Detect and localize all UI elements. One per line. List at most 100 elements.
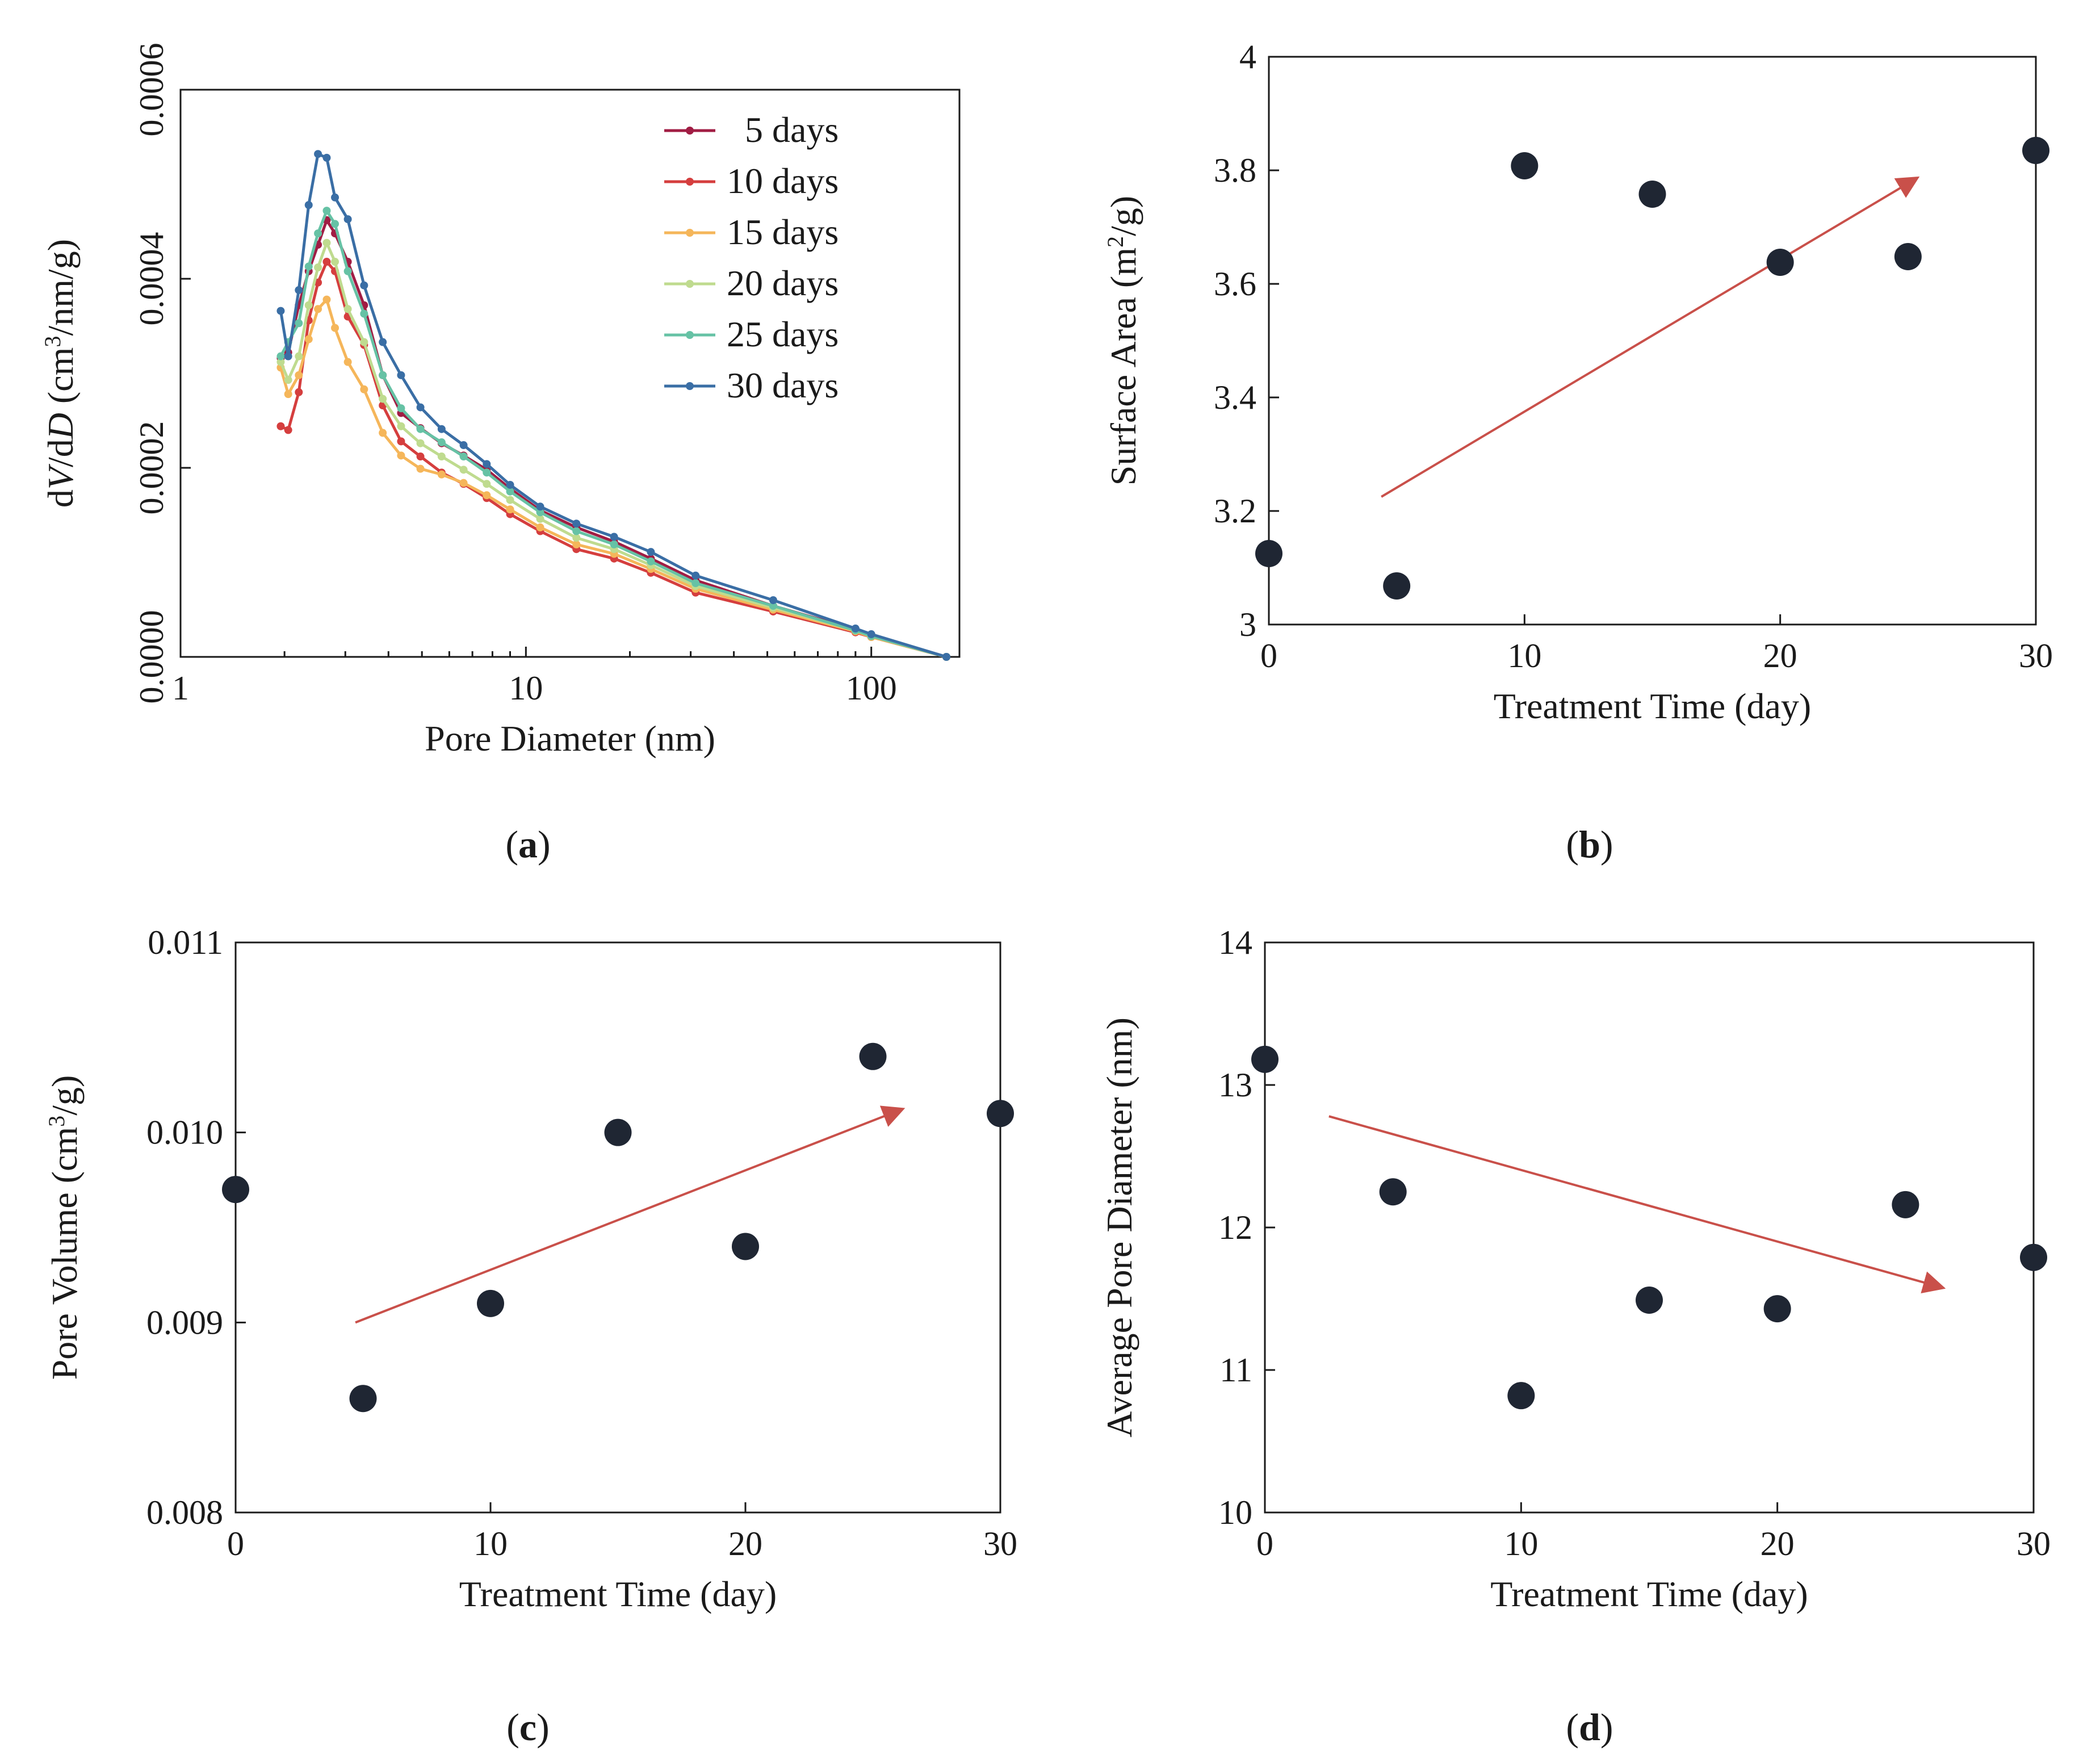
series-point	[284, 376, 292, 384]
y-tick-label: 3.6	[1214, 265, 1256, 303]
series-point	[284, 352, 292, 361]
panel-label: (b)	[1566, 823, 1613, 866]
series-point	[343, 267, 352, 275]
series-point	[506, 480, 514, 489]
y-axis-label: Average Pore Diameter (nm)	[1099, 1017, 1139, 1438]
series-point	[295, 388, 303, 396]
series-point	[572, 527, 581, 535]
x-tick-label: 100	[846, 669, 897, 707]
panel-label-paren: )	[536, 1706, 550, 1749]
series-point	[769, 602, 777, 610]
legend-swatch-marker	[686, 178, 694, 186]
series-point	[360, 309, 368, 318]
series-point	[397, 371, 405, 379]
series-point	[397, 422, 405, 430]
series-point	[284, 390, 292, 399]
data-point	[2022, 137, 2049, 164]
series-point	[536, 502, 544, 511]
panel-label-paren: )	[1600, 823, 1613, 866]
y-tick-label: 0.0006	[133, 43, 170, 137]
data-point	[349, 1385, 377, 1413]
x-tick-label: 10	[1507, 637, 1541, 674]
data-point	[1763, 1295, 1791, 1323]
panel-a-pore-size-distribution: 1 10 100 0.0000 0.0002 0.0004 0.0006 Pore Diame…	[40, 43, 961, 866]
x-axis-label: Treatment Time (day)	[459, 1574, 777, 1614]
y-tick-label: 3	[1239, 606, 1256, 643]
x-tick-label: 10	[509, 669, 543, 707]
panel-label-paren: (	[1566, 823, 1579, 866]
series-point	[647, 548, 655, 556]
series-point	[284, 426, 292, 434]
series-point	[322, 295, 331, 304]
y-axis-label-part: /g)	[44, 1075, 85, 1116]
series-point	[343, 215, 352, 224]
series-point	[416, 464, 425, 473]
legend-entry: 20 days	[727, 263, 839, 303]
x-tick-label: 0	[227, 1525, 244, 1562]
series-point	[437, 470, 446, 479]
trend-arrow	[1381, 176, 1920, 498]
legend-entry: 10 days	[727, 161, 839, 201]
legend-swatch-marker	[686, 331, 694, 339]
panel-label-letter: b	[1579, 823, 1600, 866]
series-point	[322, 207, 331, 215]
series-line-2	[280, 259, 947, 659]
series-line-1	[279, 217, 947, 659]
y-axis-label: dV/dD (cm3/nm/g)	[40, 239, 81, 508]
data-point	[1892, 1191, 1919, 1218]
series-point	[314, 229, 322, 238]
data-point	[1638, 181, 1666, 208]
series-point	[331, 258, 339, 266]
series-point	[304, 201, 313, 209]
series-point	[610, 533, 618, 541]
series-point	[397, 404, 405, 413]
y-axis-label-part: /g)	[1103, 196, 1143, 236]
legend-swatch-marker	[686, 229, 694, 237]
series-point	[437, 425, 446, 433]
series-point	[536, 523, 544, 531]
legend-entry: 5 days	[727, 110, 839, 150]
panel-label-paren: )	[538, 823, 551, 866]
data-point	[477, 1289, 504, 1317]
series-point	[276, 352, 285, 361]
series-point	[295, 352, 303, 361]
series-point	[304, 335, 313, 343]
series-point	[397, 451, 405, 460]
series-point	[314, 305, 322, 313]
y-tick-label: 0.010	[146, 1114, 223, 1151]
data-point	[222, 1176, 249, 1204]
series-point	[416, 403, 425, 412]
legend-swatch-marker	[686, 127, 694, 135]
y-tick-label: 4	[1239, 38, 1256, 76]
series-point	[459, 452, 468, 461]
data-point	[1766, 249, 1794, 276]
series-point	[379, 429, 387, 437]
y-axis-label-part: Average Pore Diameter (nm)	[1099, 1017, 1139, 1438]
series-point	[572, 534, 581, 542]
series-point	[572, 519, 581, 528]
x-axis-label: Treatment Time (day)	[1490, 1574, 1808, 1614]
series-point	[295, 286, 303, 294]
series-point	[416, 425, 425, 433]
y-axis-label-part: 2	[1103, 236, 1128, 248]
series-point	[483, 460, 491, 468]
legend-entry: 30 days	[727, 365, 839, 405]
legend-entry: 15 days	[727, 212, 839, 252]
series-point	[769, 596, 777, 605]
series-point	[867, 630, 875, 639]
trend-arrow	[355, 1105, 906, 1324]
y-axis-label-part: /nm/g)	[40, 239, 81, 336]
series-point	[360, 281, 368, 290]
legend-swatch-marker	[686, 382, 694, 390]
data-point	[1507, 1382, 1535, 1410]
y-tick-label: 0.0004	[133, 232, 170, 326]
series-point	[459, 466, 468, 474]
panel-label-letter: d	[1579, 1706, 1600, 1749]
y-tick-label: 14	[1218, 924, 1252, 961]
data-point	[1379, 1178, 1407, 1206]
data-point	[1383, 572, 1411, 600]
legend-entry: 25 days	[727, 314, 839, 354]
x-tick-label: 1	[172, 669, 189, 707]
